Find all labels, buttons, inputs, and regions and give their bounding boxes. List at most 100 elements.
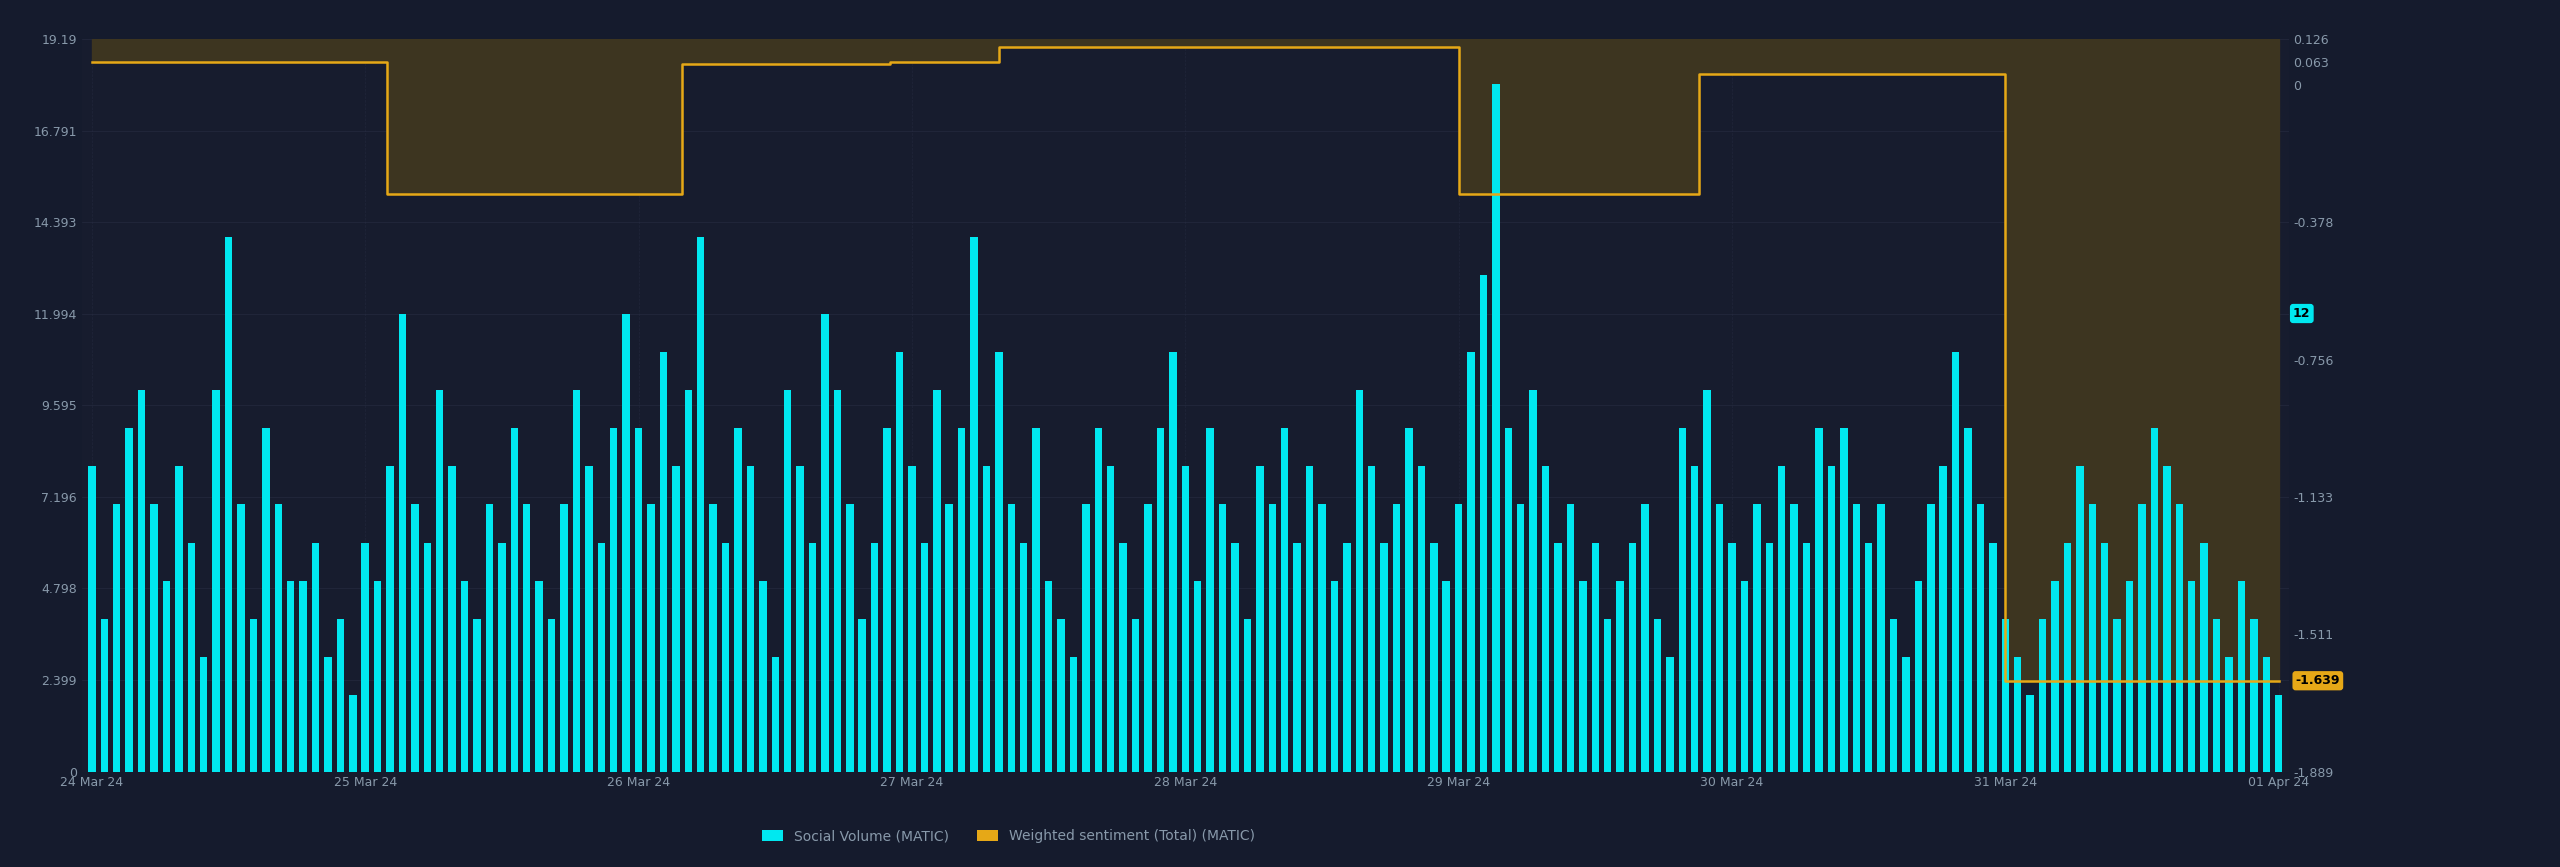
Bar <box>748 466 755 772</box>
Bar <box>312 543 320 772</box>
Bar <box>486 505 494 772</box>
Bar <box>1654 619 1661 772</box>
Bar <box>1096 428 1101 772</box>
Bar <box>1741 581 1748 772</box>
Bar <box>274 505 282 772</box>
Bar <box>2225 657 2232 772</box>
Bar <box>1157 428 1165 772</box>
Bar <box>783 390 791 772</box>
Bar <box>858 619 865 772</box>
Bar <box>300 581 307 772</box>
Bar <box>1257 466 1265 772</box>
Bar <box>696 238 704 772</box>
Bar <box>2115 619 2120 772</box>
Bar <box>2176 505 2184 772</box>
Bar <box>1019 543 1027 772</box>
Bar <box>461 581 468 772</box>
Bar <box>1231 543 1239 772</box>
Bar <box>2063 543 2071 772</box>
Bar <box>1044 581 1052 772</box>
Bar <box>251 619 256 772</box>
Bar <box>596 543 604 772</box>
Bar <box>1605 619 1610 772</box>
Bar <box>648 505 655 772</box>
Bar <box>970 238 978 772</box>
Bar <box>1306 466 1313 772</box>
Bar <box>1083 505 1091 772</box>
Bar <box>225 238 233 772</box>
Bar <box>609 428 617 772</box>
Bar <box>1902 657 1910 772</box>
Bar <box>660 352 668 772</box>
Bar <box>1009 505 1016 772</box>
Bar <box>735 428 742 772</box>
Bar <box>1480 276 1487 772</box>
Bar <box>387 466 394 772</box>
Bar <box>1554 543 1562 772</box>
Bar <box>422 543 430 772</box>
Bar <box>1864 543 1871 772</box>
Bar <box>2038 619 2045 772</box>
Bar <box>845 505 852 772</box>
Bar <box>2189 581 2196 772</box>
Bar <box>287 581 294 772</box>
Bar <box>2263 657 2271 772</box>
Bar <box>1454 505 1462 772</box>
Bar <box>1492 84 1500 772</box>
Bar <box>522 505 530 772</box>
Bar <box>1405 428 1413 772</box>
Bar <box>1354 390 1362 772</box>
Bar <box>1505 428 1513 772</box>
Bar <box>1828 466 1836 772</box>
Bar <box>2076 466 2084 772</box>
Bar <box>1964 428 1971 772</box>
Bar <box>1193 581 1201 772</box>
Bar <box>922 543 929 772</box>
Bar <box>1692 466 1697 772</box>
Bar <box>2212 619 2220 772</box>
Bar <box>1951 352 1958 772</box>
Bar <box>2237 581 2245 772</box>
Bar <box>1170 352 1178 772</box>
Bar <box>957 428 965 772</box>
Bar <box>2202 543 2207 772</box>
Bar <box>1679 428 1687 772</box>
Bar <box>1344 543 1352 772</box>
Bar <box>1802 543 1810 772</box>
Bar <box>2276 695 2284 772</box>
Bar <box>238 505 246 772</box>
Bar <box>87 466 95 772</box>
Bar <box>1592 543 1600 772</box>
Bar <box>1418 466 1426 772</box>
Bar <box>1057 619 1065 772</box>
Bar <box>1815 428 1823 772</box>
Bar <box>1380 543 1388 772</box>
Bar <box>1070 657 1078 772</box>
Bar <box>2028 695 2035 772</box>
Bar <box>1789 505 1797 772</box>
Bar <box>1754 505 1761 772</box>
Bar <box>1889 619 1897 772</box>
Bar <box>1615 581 1623 772</box>
Bar <box>2051 581 2058 772</box>
Bar <box>896 352 904 772</box>
Bar <box>1779 466 1784 772</box>
Bar <box>1528 390 1536 772</box>
Legend: Social Volume (MATIC), Weighted sentiment (Total) (MATIC): Social Volume (MATIC), Weighted sentimen… <box>758 824 1260 849</box>
Bar <box>435 390 443 772</box>
Bar <box>1715 505 1723 772</box>
Bar <box>1940 466 1948 772</box>
Bar <box>1431 543 1439 772</box>
Bar <box>673 466 678 772</box>
Bar <box>212 390 220 772</box>
Bar <box>1132 619 1139 772</box>
Bar <box>1928 505 1935 772</box>
Bar <box>261 428 269 772</box>
Bar <box>412 505 420 772</box>
Bar <box>722 543 730 772</box>
Bar <box>1541 466 1549 772</box>
Bar <box>1244 619 1252 772</box>
Bar <box>113 505 120 772</box>
Bar <box>335 619 343 772</box>
Bar <box>2163 466 2171 772</box>
